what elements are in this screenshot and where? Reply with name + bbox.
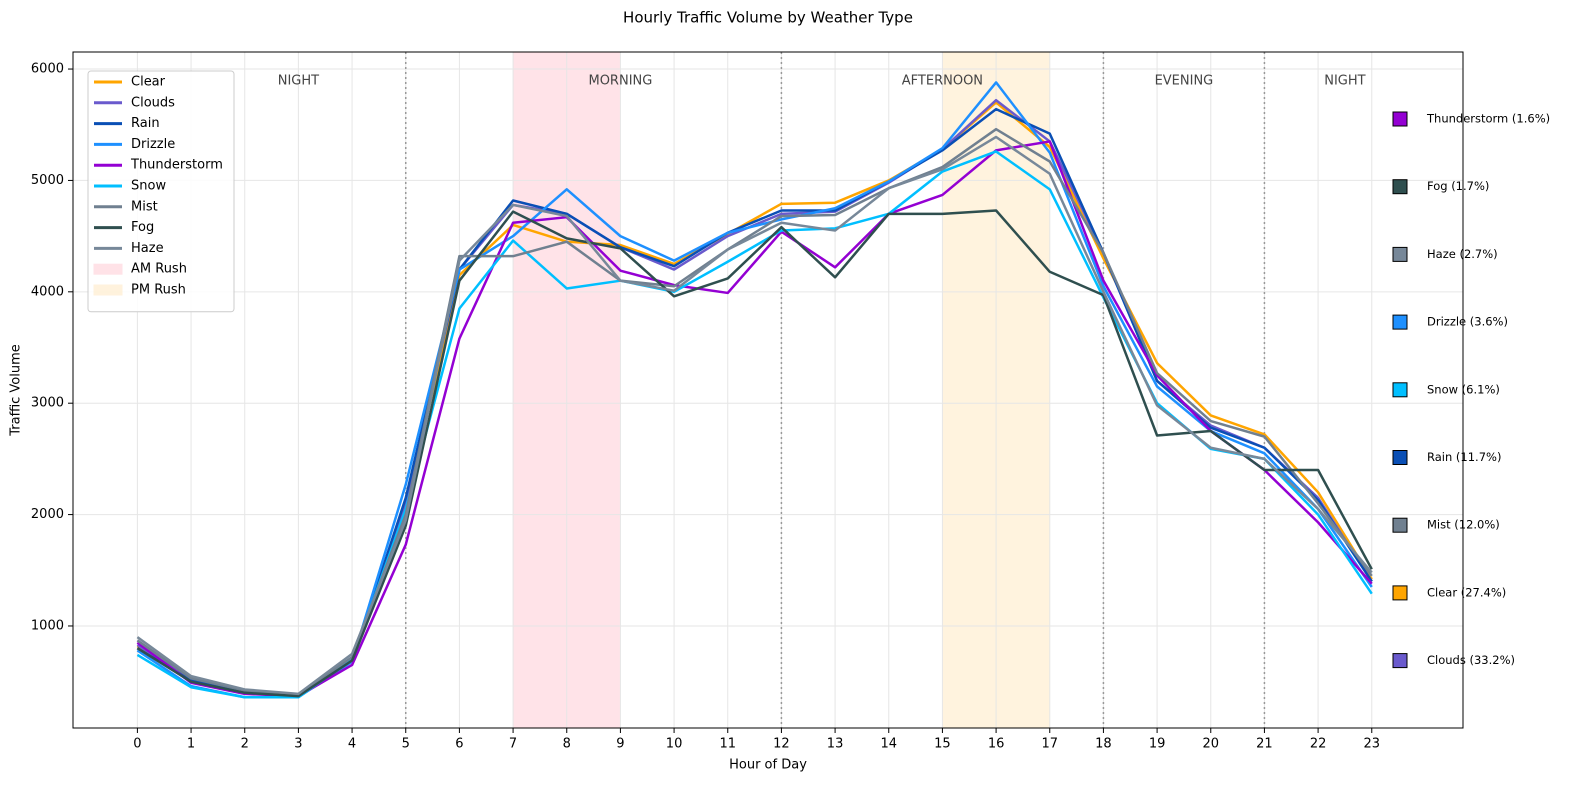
series-line (136, 98, 1373, 697)
share-swatch (1392, 517, 1408, 533)
share-label: Rain (11.7%) (1427, 450, 1501, 464)
period-label: EVENING (1155, 74, 1214, 89)
x-tick-label: 10 (666, 737, 683, 752)
x-tick-label: 19 (1149, 737, 1166, 752)
legend-label: Clouds (131, 95, 175, 110)
share-label: Snow (6.1%) (1427, 382, 1500, 396)
y-tick-label: 6000 (31, 62, 64, 77)
legend-label: AM Rush (131, 262, 187, 277)
share-label: Clouds (33.2%) (1427, 653, 1515, 667)
y-tick-label: 5000 (31, 173, 64, 188)
share-swatch (1392, 585, 1408, 601)
x-tick-label: 3 (294, 737, 302, 752)
period-label: NIGHT (1324, 74, 1365, 89)
x-tick-label: 2 (241, 737, 249, 752)
legend-swatch (93, 284, 123, 296)
x-tick-label: 21 (1256, 737, 1273, 752)
share-label: Clear (27.4%) (1427, 585, 1506, 599)
x-tick-label: 4 (348, 737, 356, 752)
x-tick-label: 14 (880, 737, 897, 752)
y-tick-label: 3000 (31, 396, 64, 411)
share-swatch (1392, 179, 1408, 195)
legend-label: Mist (131, 199, 158, 214)
x-tick-label: 18 (1095, 737, 1112, 752)
legend-label: Clear (131, 75, 166, 90)
x-tick-label: 1 (187, 737, 195, 752)
legend-label: Drizzle (131, 137, 175, 152)
x-tick-label: 5 (402, 737, 410, 752)
share-swatch (1392, 314, 1408, 330)
series-line (136, 140, 1373, 698)
legend-label: Thunderstorm (130, 158, 223, 173)
chart-title: Hourly Traffic Volume by Weather Type (623, 9, 913, 27)
x-tick-label: 16 (988, 737, 1005, 752)
series-line (136, 127, 1373, 696)
share-swatch (1392, 246, 1408, 262)
legend-label: Haze (131, 241, 164, 256)
x-tick-label: 20 (1202, 737, 1219, 752)
x-tick-label: 8 (563, 737, 571, 752)
share-swatch (1392, 653, 1408, 669)
x-tick-label: 6 (455, 737, 463, 752)
series-line (136, 107, 1373, 697)
share-swatch (1392, 111, 1408, 127)
legend-box (87, 70, 235, 313)
y-tick-label: 4000 (31, 284, 64, 299)
series-line (136, 209, 1373, 698)
share-label: Thunderstorm (1.6%) (1426, 112, 1550, 126)
legend-label: Snow (131, 179, 166, 194)
y-tick-label: 1000 (31, 618, 64, 633)
x-tick-label: 13 (827, 737, 844, 752)
share-label: Haze (2.7%) (1427, 247, 1498, 261)
legend-swatch (93, 263, 123, 275)
period-label: AFTERNOON (902, 74, 983, 89)
x-tick-label: 12 (773, 737, 790, 752)
series-line (136, 81, 1373, 699)
series-line (136, 135, 1373, 696)
period-label: NIGHT (278, 74, 319, 89)
x-axis-label: Hour of Day (729, 758, 807, 773)
y-axis-label: Traffic Volume (9, 344, 24, 437)
share-swatch (1392, 450, 1408, 465)
legend-label: PM Rush (131, 283, 186, 298)
share-label: Fog (1.7%) (1427, 179, 1489, 193)
legend-label: Rain (131, 116, 160, 131)
share-label: Drizzle (3.6%) (1427, 315, 1508, 329)
x-tick-label: 9 (616, 737, 624, 752)
share-swatch (1392, 382, 1408, 398)
plot-frame (72, 51, 1464, 729)
x-tick-label: 0 (133, 737, 141, 752)
legend-label: Fog (131, 220, 154, 235)
x-tick-label: 7 (509, 737, 517, 752)
x-tick-label: 17 (1041, 737, 1058, 752)
period-label: MORNING (588, 74, 652, 89)
y-tick-label: 2000 (31, 507, 64, 522)
x-tick-label: 15 (934, 737, 951, 752)
x-tick-label: 22 (1310, 737, 1327, 752)
share-label: Mist (12.0%) (1427, 518, 1500, 532)
x-tick-label: 23 (1363, 737, 1380, 752)
x-tick-label: 11 (719, 737, 736, 752)
